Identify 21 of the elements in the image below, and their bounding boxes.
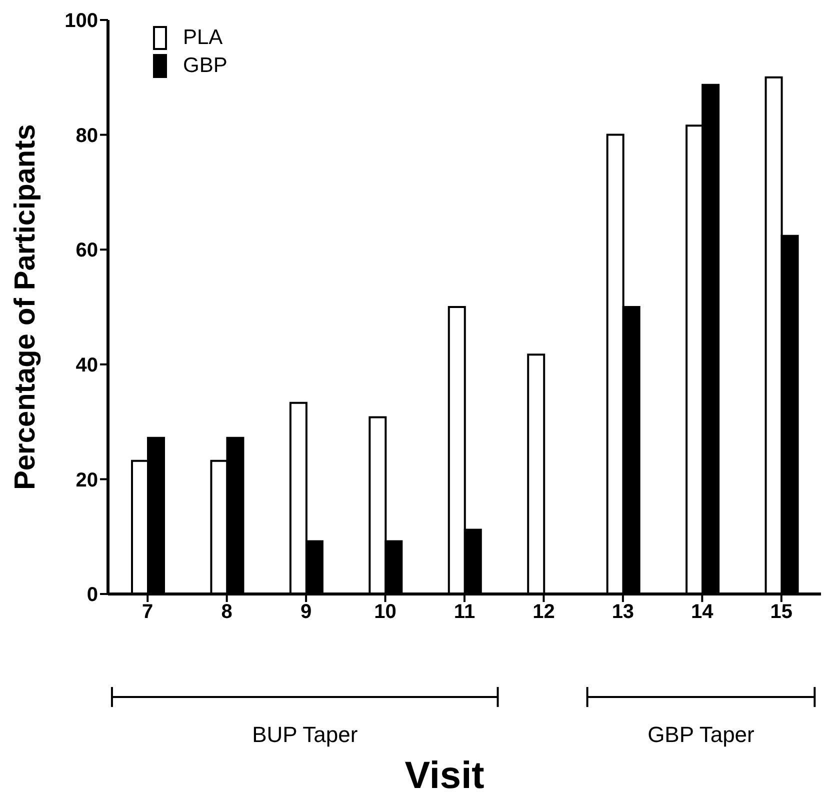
y-tick-label: 80 bbox=[76, 124, 98, 147]
x-tick-label: 15 bbox=[770, 601, 793, 624]
x-tick-label: 14 bbox=[691, 601, 714, 624]
x-tick-label: 13 bbox=[612, 601, 634, 624]
x-tick-label: 10 bbox=[374, 601, 396, 624]
y-tick-label: 40 bbox=[76, 354, 98, 376]
x-tick-label: 9 bbox=[300, 601, 312, 624]
y-tick-label: 60 bbox=[76, 240, 98, 262]
y-tick-label: 0 bbox=[86, 584, 98, 606]
legend-label: PLA bbox=[183, 26, 223, 50]
text: GBP Taper bbox=[648, 722, 754, 747]
x-axis-title: Visit bbox=[404, 755, 485, 792]
text: BUP Taper bbox=[252, 722, 358, 747]
x-tick-label: 7 bbox=[142, 601, 154, 624]
y-tick-label: 20 bbox=[76, 469, 98, 492]
x-tick-label: 11 bbox=[454, 601, 476, 624]
x-tick-label: 8 bbox=[221, 601, 232, 624]
y-axis-title: Percentage of Participants bbox=[9, 124, 42, 490]
x-tick-label: 12 bbox=[532, 601, 555, 624]
y-tick-label: 100 bbox=[64, 10, 98, 32]
legend-label: GBP bbox=[183, 54, 228, 78]
